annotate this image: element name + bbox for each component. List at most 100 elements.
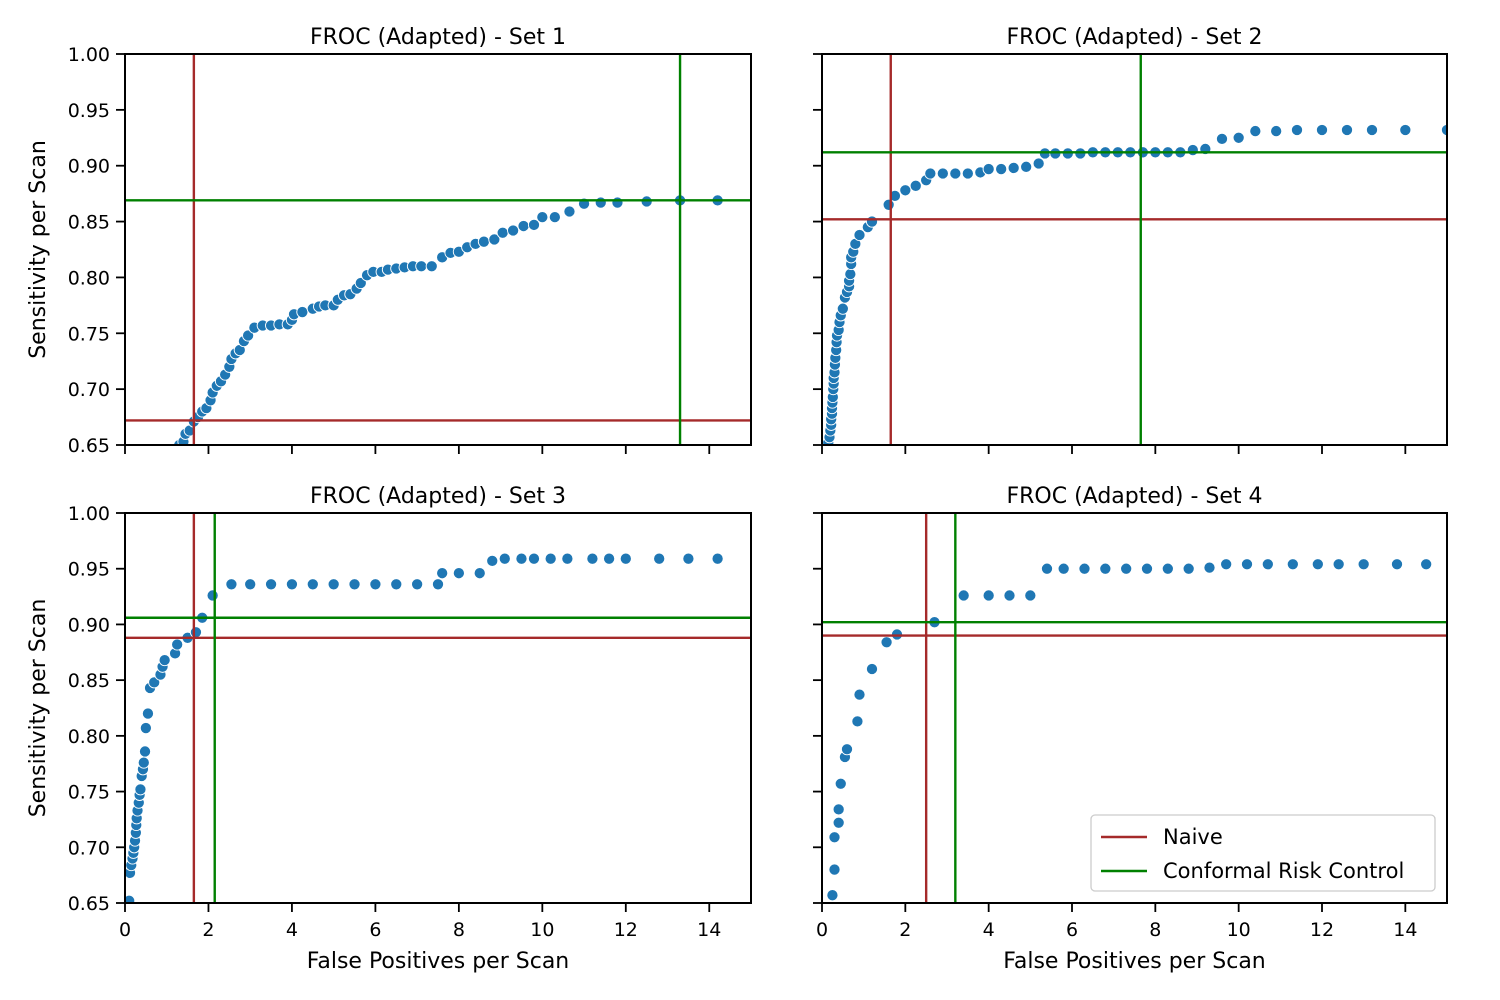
data-point <box>496 226 509 239</box>
x-tick-label: 12 <box>1310 919 1334 941</box>
data-point <box>1032 157 1045 170</box>
x-axis-label: False Positives per Scan <box>307 949 570 974</box>
x-tick-label: 2 <box>899 919 911 941</box>
x-tick-label: 10 <box>530 919 554 941</box>
x-tick-label: 14 <box>697 919 721 941</box>
x-tick-label: 10 <box>1227 919 1251 941</box>
data-point <box>148 676 161 689</box>
data-point <box>832 803 845 816</box>
subplot-title: FROC (Adapted) - Set 4 <box>1006 484 1262 509</box>
data-point <box>327 578 340 591</box>
data-point <box>1420 558 1433 571</box>
data-point <box>826 889 839 902</box>
data-point <box>134 783 147 796</box>
x-tick-label: 2 <box>202 919 214 941</box>
data-point <box>982 589 995 602</box>
data-point <box>653 552 666 565</box>
data-point <box>682 552 695 565</box>
data-point <box>924 167 937 180</box>
legend: Naive Conformal Risk Control <box>1090 814 1436 892</box>
data-point <box>1161 562 1174 575</box>
legend-label: Naive <box>1163 825 1223 849</box>
data-point <box>1399 123 1412 137</box>
x-tick-label: 6 <box>369 919 381 941</box>
data-point <box>1390 558 1404 571</box>
data-point <box>527 218 541 231</box>
data-point <box>561 552 574 565</box>
data-point <box>473 567 486 580</box>
x-tick-label: 8 <box>453 919 465 941</box>
data-point <box>1365 123 1379 137</box>
data-point <box>1186 144 1199 157</box>
x-tick-label: 14 <box>1393 919 1417 941</box>
data-point <box>836 302 849 315</box>
data-point <box>1286 558 1299 571</box>
x-tick-label: 0 <box>816 919 828 941</box>
x-tick-label: 12 <box>614 919 638 941</box>
data-point <box>189 626 202 639</box>
axes-frame <box>124 53 752 446</box>
subplot-1: 0.65 0.70 0.75 0.80 0.85 0.90 0.95 1.00 FROC (Ad… <box>26 25 752 457</box>
data-point <box>158 654 171 667</box>
subplot-title: FROC (Adapted) - Set 3 <box>310 484 566 509</box>
y-tick-label: 0.70 <box>68 379 110 401</box>
data-point <box>1024 589 1037 602</box>
data-point <box>431 578 445 591</box>
data-point <box>536 211 549 224</box>
subplot-4: 0 2 4 6 8 10 12 14 FROC (Adapted) - Set 4 False P… <box>813 484 1448 974</box>
data-point <box>1078 562 1091 575</box>
data-point <box>1311 558 1324 571</box>
data-point <box>840 743 854 756</box>
y-tick-label: 0.75 <box>68 323 110 345</box>
axes-frame <box>821 53 1448 446</box>
data-point <box>957 589 970 602</box>
x-tick-label: 4 <box>983 919 995 941</box>
data-point <box>415 260 428 273</box>
subplot-title: FROC (Adapted) - Set 2 <box>1006 25 1262 50</box>
data-point <box>1240 558 1254 571</box>
data-point <box>586 552 599 565</box>
data-point <box>1020 160 1033 173</box>
data-point <box>206 589 219 602</box>
data-point <box>594 196 607 209</box>
data-point <box>515 552 528 565</box>
data-point <box>1215 132 1229 145</box>
data-point <box>517 219 530 233</box>
plot-area <box>125 54 751 445</box>
data-point <box>1182 562 1195 575</box>
axes-frame <box>124 512 752 904</box>
data-point <box>880 636 893 649</box>
data-point <box>563 205 576 218</box>
data-point <box>498 552 511 565</box>
data-point <box>242 329 255 342</box>
data-point <box>1220 558 1233 571</box>
data-point <box>1120 562 1133 575</box>
y-tick-label: 0.80 <box>68 267 110 289</box>
data-point <box>1315 123 1329 137</box>
data-point <box>507 224 520 237</box>
data-point <box>844 268 857 281</box>
data-point <box>603 552 616 565</box>
data-point <box>1099 562 1112 575</box>
y-axis-label: Sensitivity per Scan <box>26 140 51 359</box>
data-point <box>1440 123 1447 137</box>
y-tick-label: 0.95 <box>68 100 110 122</box>
data-point <box>436 567 449 580</box>
data-point <box>936 167 949 180</box>
data-point <box>1007 161 1020 174</box>
data-point <box>425 260 438 273</box>
plot-area <box>125 513 751 903</box>
data-point <box>1040 562 1054 575</box>
data-point <box>285 578 298 591</box>
data-point <box>369 578 382 591</box>
plot-area <box>822 54 1447 445</box>
data-point <box>348 578 361 591</box>
data-point <box>982 163 995 176</box>
data-point <box>711 552 724 565</box>
subplot-title: FROC (Adapted) - Set 1 <box>310 25 566 50</box>
data-point <box>477 235 490 248</box>
y-tick-label: 0.90 <box>68 614 110 636</box>
legend-box <box>1090 814 1436 892</box>
data-point <box>265 578 278 591</box>
x-tick-label: 4 <box>286 919 298 941</box>
